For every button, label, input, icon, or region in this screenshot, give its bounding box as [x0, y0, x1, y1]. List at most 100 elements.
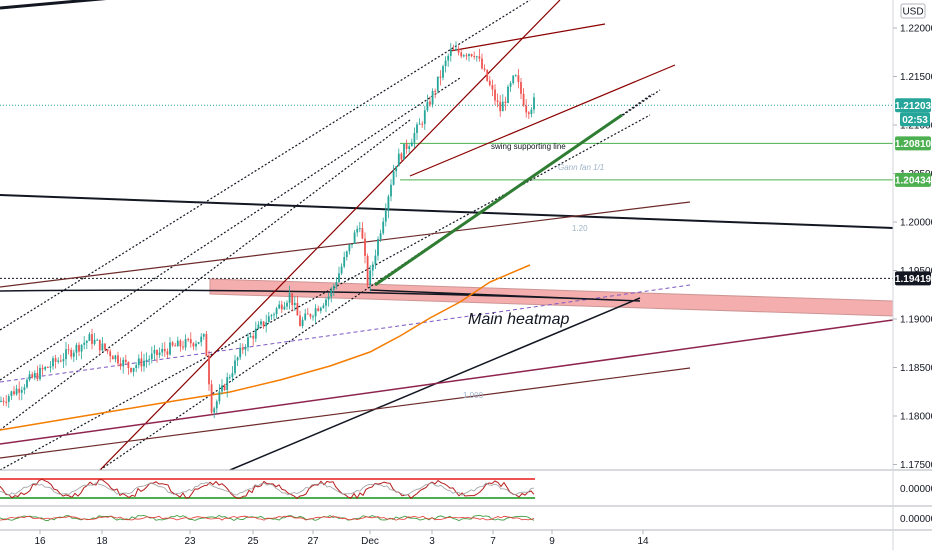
- candle-body: [33, 372, 36, 378]
- time-tick-label: 25: [247, 536, 259, 547]
- time-tick-label: 16: [34, 536, 46, 547]
- candle-body: [462, 55, 465, 57]
- candle-body: [189, 339, 192, 344]
- candle-body: [122, 359, 125, 367]
- candle-body: [65, 349, 67, 360]
- price-tag[interactable]: [900, 112, 930, 127]
- darkred-trend-line[interactable]: [0, 367, 691, 459]
- candle-body: [135, 365, 138, 369]
- candle-body: [158, 352, 161, 356]
- darkred-trend-line[interactable]: [0, 201, 691, 288]
- channel-dotted-line[interactable]: [0, 114, 651, 471]
- price-tag[interactable]: [895, 136, 931, 151]
- candle-body: [525, 105, 528, 113]
- candle-body: [514, 75, 517, 77]
- candle-body: [187, 339, 190, 341]
- candle-body: [88, 334, 91, 341]
- candle-body: [202, 334, 205, 337]
- currency-label[interactable]: USD: [900, 3, 926, 19]
- candle-body: [57, 360, 60, 362]
- candle-body: [335, 282, 338, 286]
- candle-body: [317, 308, 320, 311]
- candle-body: [301, 319, 304, 327]
- candle-body: [49, 366, 52, 368]
- candle-body: [15, 388, 18, 395]
- candle-body: [421, 123, 424, 125]
- candle-body: [501, 101, 504, 112]
- candle-body: [18, 388, 21, 393]
- gann-fan-line[interactable]: [374, 113, 623, 287]
- candle-body: [304, 313, 307, 320]
- candle-body: [244, 347, 247, 350]
- candle-body: [390, 184, 392, 197]
- heatmap-annotation[interactable]: Main heatmap: [468, 311, 569, 328]
- candle-body: [260, 321, 262, 325]
- candle-body: [465, 55, 468, 57]
- candle-body: [366, 255, 369, 286]
- candle-body: [520, 82, 522, 94]
- oscillator-signal-line: [0, 482, 535, 496]
- candle-body: [153, 349, 156, 354]
- gann-annotation[interactable]: Gann fan 1/1: [558, 163, 604, 172]
- darkred-trend-line[interactable]: [409, 64, 676, 177]
- candle-body: [533, 97, 535, 110]
- candle-body: [457, 48, 460, 53]
- candle-body: [416, 124, 418, 133]
- time-tick-label: 18: [96, 536, 108, 547]
- time-tick-label: 9: [549, 536, 555, 547]
- candle-body: [23, 387, 26, 391]
- candle-body: [449, 49, 452, 56]
- candle-body: [195, 343, 197, 347]
- time-axis[interactable]: 16 18 23 25 27 Dec 3 7 9 14: [34, 530, 649, 547]
- candle-body: [106, 349, 109, 352]
- candle-body: [345, 251, 348, 258]
- candle-body: [72, 352, 75, 357]
- candle-body: [83, 342, 86, 345]
- channel-dotted-line[interactable]: [0, 119, 411, 431]
- candle-body: [392, 171, 395, 185]
- moving-average-line[interactable]: [0, 264, 531, 431]
- darkred-trend-line[interactable]: [99, 0, 561, 471]
- price-tags[interactable]: 1.21203 02:53 1.20810 1.20434 1.19419: [895, 98, 932, 286]
- candle-body: [26, 379, 28, 388]
- black-trend-line[interactable]: [0, 0, 112, 10]
- candle-body: [80, 344, 83, 352]
- channel-dotted-line[interactable]: [0, 0, 531, 331]
- candle-body: [114, 355, 117, 360]
- price-tick-label: 1.17500: [900, 460, 932, 471]
- price-tag[interactable]: [895, 271, 931, 286]
- candle-body: [530, 109, 533, 115]
- candle-body: [288, 293, 291, 303]
- candle-body: [36, 372, 39, 380]
- price-tag[interactable]: [895, 172, 931, 187]
- black-trend-line[interactable]: [0, 194, 894, 229]
- candle-body: [2, 400, 5, 402]
- channel-dotted-line[interactable]: [99, 89, 661, 471]
- black-curve-line[interactable]: [0, 289, 641, 302]
- candle-body: [257, 324, 260, 329]
- candle-body: [169, 342, 171, 355]
- candle-body: [504, 101, 507, 103]
- candle-body: [475, 56, 478, 58]
- drawings-layer: [0, 0, 894, 471]
- darkred-trend-line[interactable]: [449, 23, 606, 52]
- price-tick-label: 1.21500: [900, 72, 932, 83]
- candle-body: [39, 367, 41, 380]
- candle-body: [176, 340, 179, 347]
- swing-annotation[interactable]: swing supporting line: [491, 142, 566, 151]
- candle-body: [96, 339, 99, 341]
- candle-body: [408, 146, 411, 149]
- candle-body: [62, 359, 65, 362]
- candle-body: [293, 302, 296, 306]
- candle-body: [358, 228, 361, 230]
- candle-body: [343, 257, 346, 267]
- candle-body: [52, 358, 54, 367]
- candle-body: [265, 322, 268, 327]
- price-tag[interactable]: [895, 98, 931, 113]
- maroon-trend-line[interactable]: [0, 319, 894, 445]
- candle-body: [496, 100, 499, 102]
